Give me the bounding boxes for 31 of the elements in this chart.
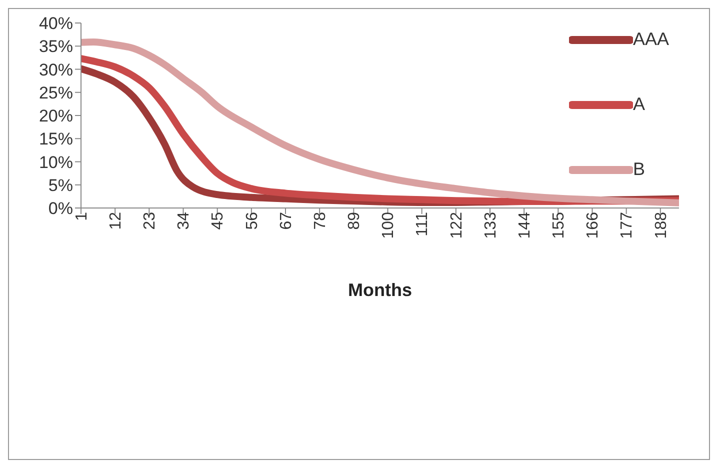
x-tick-label: 56 bbox=[244, 212, 261, 230]
x-tick-label: 78 bbox=[312, 212, 329, 230]
x-tick-label: 166 bbox=[584, 212, 602, 239]
y-tick-label: 25% bbox=[38, 83, 73, 102]
x-tick-label: 45 bbox=[210, 212, 227, 230]
legend-label: AAA bbox=[632, 29, 669, 50]
x-tick-label: 34 bbox=[176, 212, 193, 230]
x-axis-title: Months bbox=[348, 280, 412, 300]
y-tick-label: 40% bbox=[38, 14, 73, 34]
y-tick-label: 0% bbox=[48, 199, 73, 218]
x-tick-label: 1 bbox=[73, 212, 90, 221]
x-tick-label: 100 bbox=[380, 212, 398, 239]
x-tick-label: 133 bbox=[482, 212, 500, 239]
x-tick-label: 111 bbox=[414, 212, 432, 236]
x-tick-label: 144 bbox=[516, 212, 534, 239]
y-tick-label: 35% bbox=[38, 37, 73, 56]
legend-label: A bbox=[632, 94, 645, 115]
x-tick-label: 155 bbox=[550, 212, 568, 239]
x-tick-label: 12 bbox=[107, 212, 124, 230]
x-tick-label: 177 bbox=[618, 212, 636, 239]
x-tick-label: 67 bbox=[278, 212, 295, 230]
legend-label: B bbox=[632, 159, 645, 180]
y-tick-label: 30% bbox=[38, 60, 73, 80]
x-tick-label: 188 bbox=[652, 212, 670, 239]
y-tick-label: 20% bbox=[38, 106, 73, 126]
x-tick-label: 122 bbox=[448, 212, 466, 239]
y-tick-label: 5% bbox=[48, 176, 73, 195]
x-tick-label: 23 bbox=[142, 212, 159, 230]
x-tick-label: 89 bbox=[346, 212, 364, 230]
y-tick-label: 10% bbox=[38, 152, 73, 172]
y-tick-label: 15% bbox=[38, 130, 73, 149]
